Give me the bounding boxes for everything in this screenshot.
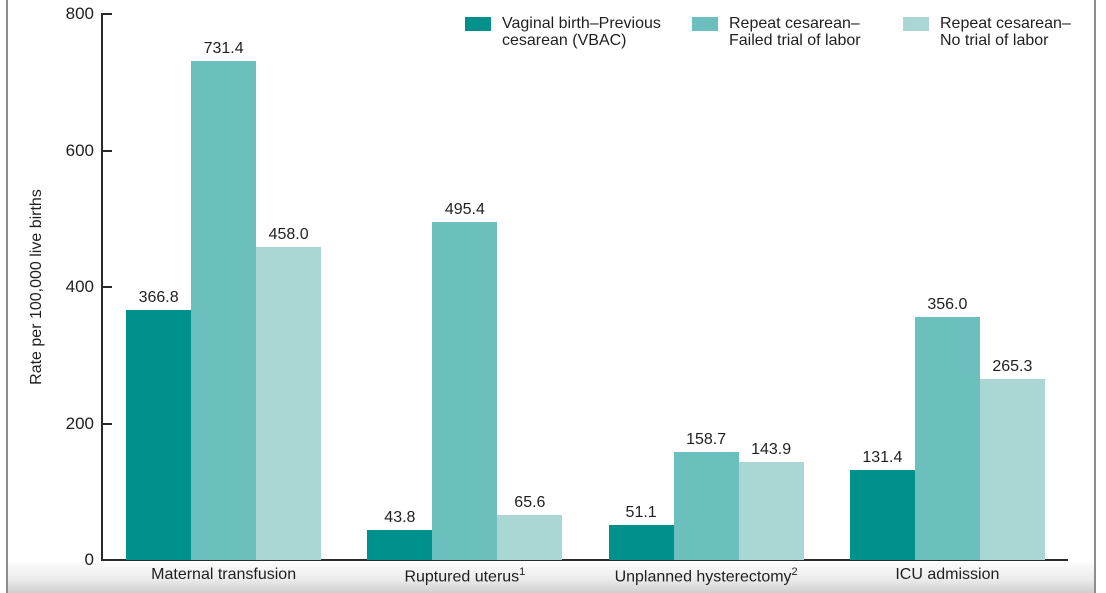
y-tick-label: 600 — [65, 140, 94, 160]
bar-slot: 366.8 — [126, 14, 192, 560]
legend-label-line: cesarean (VBAC) — [502, 32, 627, 49]
bar — [849, 470, 915, 560]
legend-item-no-trial: Repeat cesarean– No trial of labor — [903, 15, 1071, 49]
bar — [914, 317, 980, 560]
y-axis-title: Rate per 100,000 live births — [28, 189, 45, 385]
x-axis-category-label: ICU admission — [895, 566, 1000, 583]
bar — [256, 247, 322, 560]
bar-value-label: 43.8 — [384, 509, 416, 527]
legend-label-line: Repeat cesarean– — [729, 15, 860, 32]
bar-slot: 356.0 — [914, 14, 980, 560]
legend-label-failed-trial: Repeat cesarean– Failed trial of labor — [729, 15, 861, 49]
bar — [608, 525, 674, 560]
y-tick — [103, 149, 112, 152]
bar-value-label: 158.7 — [686, 430, 727, 448]
y-tick — [103, 13, 112, 15]
legend-label-vbac: Vaginal birth–Previous cesarean (VBAC) — [502, 15, 661, 49]
x-axis-labels: Maternal transfusion Ruptured uterus1 Unpl… — [103, 566, 1068, 586]
legend-label-no-trial: Repeat cesarean– No trial of labor — [940, 15, 1071, 49]
bar-value-label: 731.4 — [203, 39, 244, 57]
bar-slot: 158.7 — [673, 14, 739, 560]
bar — [738, 461, 804, 560]
bar-value-label: 131.4 — [862, 449, 903, 467]
bar-slot: 131.4 — [849, 14, 915, 560]
bar-value-label: 458.0 — [268, 226, 309, 244]
bar-group: 51.1 158.7 143.9 — [586, 14, 827, 560]
bar — [432, 221, 498, 560]
bar-value-label: 495.4 — [444, 200, 485, 218]
bar-value-label: 143.9 — [751, 440, 792, 458]
x-axis-category-label: Ruptured uterus1 — [404, 566, 526, 586]
legend-item-vbac: Vaginal birth–Previous cesarean (VBAC) — [465, 15, 661, 49]
bar-group: 43.8 495.4 65.6 — [344, 14, 585, 560]
legend-swatch-vbac — [465, 17, 491, 31]
x-axis-line — [101, 559, 1068, 561]
legend-swatch-no-trial — [903, 17, 929, 31]
legend-label-line: Repeat cesarean– — [940, 15, 1071, 32]
legend-label-line: No trial of labor — [940, 32, 1049, 49]
y-tick — [103, 422, 112, 425]
y-axis-line — [101, 13, 103, 561]
bar-slot: 65.6 — [497, 14, 563, 560]
bar — [367, 530, 433, 560]
bar-value-label: 366.8 — [138, 288, 179, 306]
bar-value-label: 265.3 — [992, 357, 1033, 375]
y-tick-label: 400 — [65, 277, 94, 296]
footnote-marker: 2 — [791, 566, 798, 578]
y-tick-label: 200 — [65, 413, 94, 433]
legend-label-line: Failed trial of labor — [729, 32, 861, 49]
bar — [126, 309, 192, 560]
legend-swatch-failed-trial — [692, 17, 718, 31]
bar-value-label: 51.1 — [625, 504, 657, 522]
bottom-gradient-band — [8, 562, 1094, 593]
y-tick — [103, 286, 112, 288]
legend-item-failed-trial: Repeat cesarean– Failed trial of labor — [692, 15, 861, 49]
bar-slot: 265.3 — [979, 14, 1045, 560]
bar-value-label: 65.6 — [514, 494, 546, 512]
legend-label-line: Vaginal birth–Previous — [502, 15, 661, 32]
y-tick-label: 0 — [84, 550, 94, 569]
footnote-marker: 1 — [519, 566, 526, 578]
bar-slot: 143.9 — [738, 14, 804, 560]
y-tick-label: 800 — [65, 4, 94, 23]
bar-group: 366.8 731.4 458.0 — [103, 14, 344, 560]
right-frame-border — [1094, 0, 1096, 593]
bar-value-label: 356.0 — [927, 296, 968, 314]
plot-area: 366.8 731.4 458.0 43.8 495.4 65.6 51.1 158.7 143… — [103, 14, 1068, 560]
bar-group: 131.4 356.0 265.3 — [827, 14, 1068, 560]
bar — [673, 451, 739, 560]
bar-slot: 43.8 — [367, 14, 433, 560]
x-axis-category-label: Unplanned hysterectomy2 — [614, 566, 798, 586]
bar-slot: 458.0 — [256, 14, 322, 560]
bar — [979, 378, 1045, 560]
left-frame-border — [6, 0, 8, 593]
bar-slot: 495.4 — [432, 14, 498, 560]
bar — [497, 515, 563, 560]
bar-slot: 731.4 — [191, 14, 257, 560]
bar-slot: 51.1 — [608, 14, 674, 560]
x-axis-category-label: Maternal transfusion — [151, 566, 297, 583]
bar — [191, 60, 257, 560]
